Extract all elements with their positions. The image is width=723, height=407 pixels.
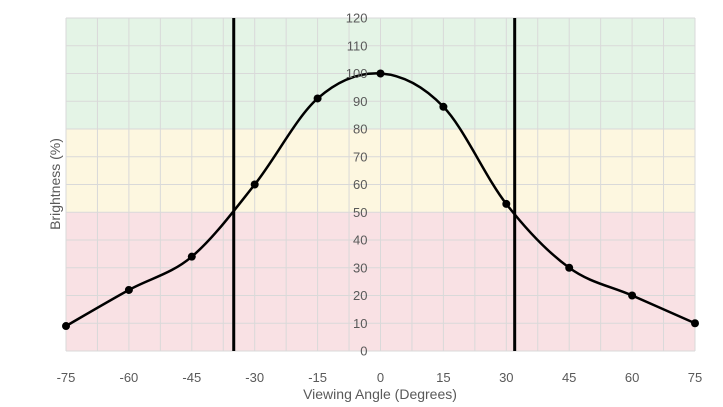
data-point (502, 199, 511, 208)
data-point (565, 263, 574, 272)
x-tick-label: 0 (377, 370, 384, 385)
y-tick-label: 20 (353, 288, 367, 303)
gridlines (65, 17, 696, 352)
x-tick-label: 45 (562, 370, 576, 385)
y-tick-label: 10 (353, 316, 367, 331)
x-tick-label: 15 (436, 370, 450, 385)
x-tick-label: 75 (688, 370, 702, 385)
x-tick-label: -30 (245, 370, 264, 385)
y-tick-label: 50 (353, 205, 367, 220)
data-point (187, 252, 196, 261)
y-tick-label: 40 (353, 233, 367, 248)
y-tick-label: 120 (346, 11, 368, 26)
series-layer (62, 69, 699, 331)
x-tick-label: -15 (308, 370, 327, 385)
x-tick-label: -45 (182, 370, 201, 385)
y-tick-label: 60 (353, 177, 367, 192)
data-point (628, 291, 637, 300)
x-tick-labels: -75 -60 -45 -30 -15 0 15 30 45 60 75 (57, 370, 703, 385)
data-point (691, 319, 699, 328)
y-tick-label: 110 (347, 38, 368, 53)
y-tick-label: 0 (360, 344, 367, 359)
y-tick-label: 30 (353, 260, 367, 275)
data-point (250, 180, 259, 189)
y-tick-label: 70 (353, 149, 367, 164)
x-tick-label: -75 (57, 370, 76, 385)
data-point (376, 69, 385, 78)
y-axis-title: Brightness (%) (47, 138, 63, 230)
y-tick-label: 80 (353, 122, 367, 137)
y-tick-label: 100 (346, 66, 368, 81)
y-tick-label: 90 (353, 94, 367, 109)
y-tick-labels: 0 10 20 30 40 50 60 70 80 90 100 110 120 (346, 11, 368, 359)
vertical-markers (232, 18, 517, 351)
x-tick-label: -60 (120, 370, 139, 385)
x-axis-title: Viewing Angle (Degrees) (303, 386, 457, 402)
data-point (62, 322, 70, 331)
data-point (124, 285, 133, 294)
data-point (439, 102, 448, 111)
x-tick-label: 30 (499, 370, 513, 385)
data-point (313, 94, 322, 103)
x-tick-label: 60 (625, 370, 639, 385)
